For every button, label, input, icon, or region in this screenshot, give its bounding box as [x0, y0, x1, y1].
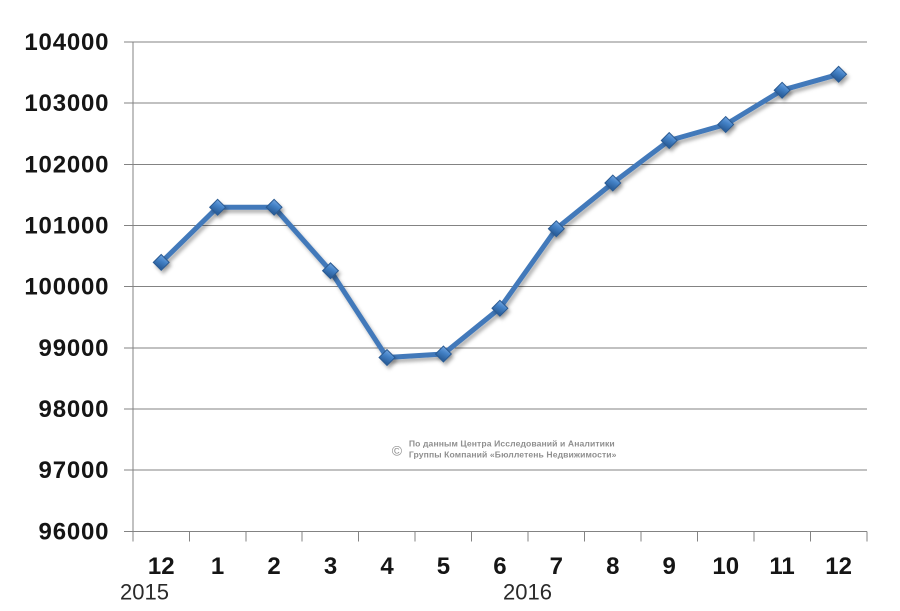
svg-text:98000: 98000	[39, 396, 110, 423]
svg-text:12: 12	[148, 553, 175, 580]
svg-text:12: 12	[825, 553, 852, 580]
svg-text:97000: 97000	[39, 457, 110, 484]
svg-text:101000: 101000	[24, 213, 109, 240]
svg-text:11: 11	[769, 553, 794, 580]
svg-text:102000: 102000	[24, 151, 109, 178]
svg-text:По данным Центра Исследований: По данным Центра Исследований и Аналитик…	[409, 438, 615, 448]
svg-text:3: 3	[324, 553, 337, 580]
svg-text:4: 4	[380, 553, 394, 580]
svg-text:8: 8	[606, 553, 619, 580]
svg-text:99000: 99000	[39, 335, 110, 362]
svg-text:96000: 96000	[39, 518, 110, 545]
svg-text:5: 5	[437, 553, 450, 580]
svg-text:7: 7	[550, 553, 563, 580]
svg-text:2: 2	[267, 553, 280, 580]
svg-text:104000: 104000	[24, 29, 109, 56]
svg-text:2015: 2015	[120, 580, 169, 605]
svg-text:Группы Компаний «Бюллетень Нед: Группы Компаний «Бюллетень Недвижимости»	[409, 450, 617, 460]
svg-text:6: 6	[493, 553, 506, 580]
svg-text:©: ©	[392, 442, 403, 458]
svg-text:9: 9	[663, 553, 676, 580]
svg-text:10: 10	[712, 553, 739, 580]
svg-text:1: 1	[211, 553, 224, 580]
svg-text:103000: 103000	[24, 90, 109, 117]
svg-text:2016: 2016	[503, 580, 552, 605]
svg-text:100000: 100000	[24, 274, 109, 301]
